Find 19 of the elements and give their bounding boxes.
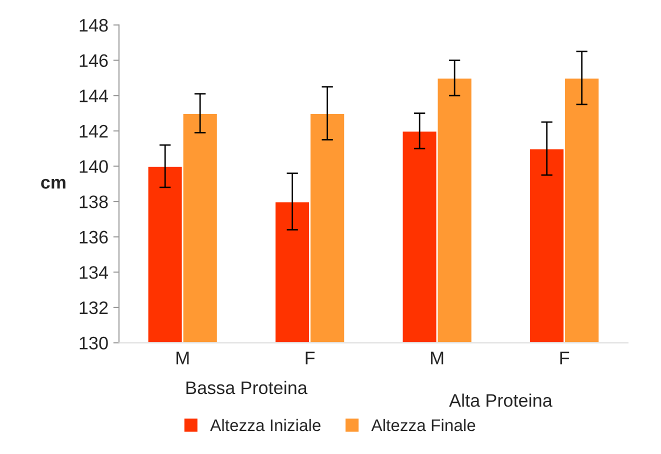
x-tick-label: F bbox=[306, 352, 315, 364]
y-tick-label: 132 bbox=[80, 301, 108, 314]
y-tick-label: 142 bbox=[80, 124, 108, 138]
y-tick-label: 136 bbox=[80, 230, 108, 244]
y-tick-label: 130 bbox=[80, 336, 108, 350]
x-tick-label: F bbox=[560, 352, 570, 364]
y-tick-label: 146 bbox=[80, 54, 108, 67]
x-tick-label: M bbox=[431, 352, 444, 364]
legend-label: Altezza Iniziale bbox=[210, 418, 321, 432]
x-tick-label: M bbox=[176, 352, 189, 364]
y-tick-label: 140 bbox=[80, 160, 108, 173]
y-axis-title: cm bbox=[41, 178, 66, 189]
legend-label: Altezza Finale bbox=[371, 418, 476, 432]
y-tick-label: 138 bbox=[80, 195, 108, 208]
y-tick-label: 144 bbox=[80, 90, 108, 102]
y-tick-label: 134 bbox=[80, 266, 108, 279]
text: Alta Proteina bbox=[449, 394, 552, 407]
y-tick-label: 148 bbox=[80, 18, 108, 32]
text: Bassa Proteina bbox=[186, 380, 308, 394]
